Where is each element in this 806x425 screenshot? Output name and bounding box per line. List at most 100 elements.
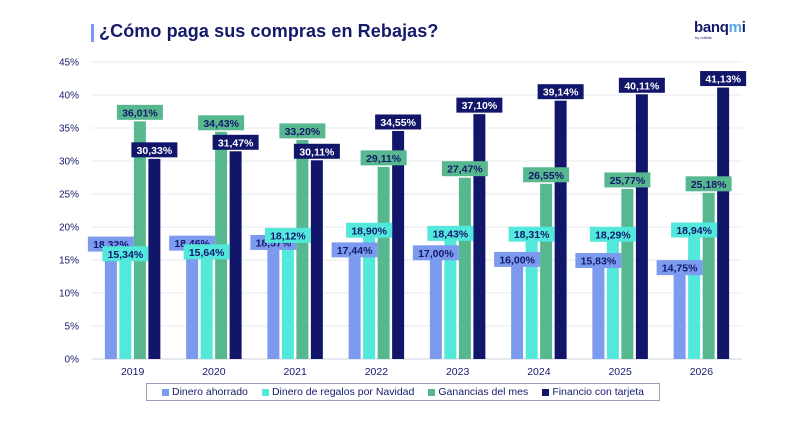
data-label-box [183,244,230,260]
data-label: 40,11% [618,77,665,93]
brand-logo: banqmi by cofidis [694,19,746,40]
x-axis: 2019 2020 2021 2022 2023 2024 2025 2026 [121,366,713,378]
data-label-box [331,242,378,258]
data-label-box [264,227,311,243]
data-label-box [575,253,622,269]
chart-title: ¿Cómo paga sus compras en Rebajas? [99,21,439,41]
legend-label: Dinero de regalos por Navidad [271,386,415,398]
y-tick-label: 25% [59,190,79,201]
logo-subtext: by cofidis [695,35,712,40]
data-label-text: 25,77% [610,175,646,187]
bar [525,238,538,359]
data-label-box [212,134,259,150]
data-label: 30,11% [293,143,340,159]
data-label-box [700,71,747,87]
x-tick-label: 2019 [121,366,145,378]
y-axis: 0% 5% 10% 15% 20% 25% 30% 35% 40% 45% [59,58,79,366]
bar [348,243,361,359]
legend-swatch [261,388,269,396]
data-label-text: 18,31% [514,229,550,241]
data-label-box [494,251,541,267]
data-label: 14,75% [656,260,703,276]
y-tick-label: 10% [59,289,79,300]
y-tick-label: 0% [65,355,80,366]
data-label-text: 39,14% [543,87,579,99]
x-tick-label: 2020 [202,366,226,378]
data-label-box [604,172,651,188]
data-label-text: 40,11% [624,80,660,92]
data-label-box [656,260,703,276]
data-label: 18,12% [264,227,311,243]
bar [392,130,405,359]
data-label-text: 15,83% [581,256,617,268]
data-label: 33,20% [279,123,326,139]
data-label-text: 16,00% [499,254,535,266]
logo-wordmark: banqmi [694,19,746,36]
bar [635,94,648,360]
data-label: 29,11% [360,150,407,166]
bar [148,158,161,359]
data-label: 18,31% [508,226,555,242]
data-label-box [412,245,459,261]
data-label-box [456,97,503,113]
data-label: 37,10% [456,97,503,113]
data-label-box [589,226,636,242]
data-label-text: 17,44% [337,245,373,257]
data-label-box [508,226,555,242]
data-label-text: 34,43% [203,118,239,130]
data-label-text: 29,11% [366,153,402,165]
data-label-box [523,167,570,183]
legend-swatch [542,388,550,396]
bar [673,261,686,359]
data-label: 17,44% [331,242,378,258]
x-tick-label: 2021 [283,366,307,378]
data-label-text: 41,13% [705,74,741,86]
bar [444,237,457,359]
data-label-text: 33,20% [285,126,321,138]
data-label-text: 18,29% [595,229,631,241]
bar [133,121,146,359]
x-tick-label: 2025 [608,366,632,378]
legend-swatch [162,388,170,396]
data-label-box [360,150,407,166]
bar [310,160,323,359]
data-label-text: 18,43% [433,228,469,240]
data-label: 18,29% [589,226,636,242]
data-label: 31,47% [212,134,259,150]
bar [429,246,442,359]
bar [377,166,390,359]
bar [104,238,117,359]
bar [267,236,280,359]
data-label-text: 17,00% [418,248,454,260]
data-label-box [131,142,178,158]
data-label-box [102,246,149,262]
bar [458,177,471,359]
data-label-box [427,225,474,241]
data-label-text: 37,10% [462,100,498,112]
y-tick-label: 45% [59,58,79,69]
bar [296,139,309,359]
bar [473,114,486,359]
bar [363,234,376,359]
data-label: 36,01% [116,104,163,120]
legend-label: Dinero ahorrado [172,386,248,398]
data-label: 34,43% [198,115,245,131]
data-label: 15,83% [575,253,622,269]
data-label: 39,14% [537,84,584,100]
bar [511,253,524,359]
legend-label: Financio con tarjeta [552,386,644,398]
data-label-box [346,222,393,238]
data-label: 18,90% [346,222,393,238]
data-label: 17,00% [412,245,459,261]
data-label: 34,55% [375,114,422,130]
data-label: 18,43% [427,225,474,241]
data-label-text: 25,18% [691,179,727,191]
y-tick-label: 30% [59,157,79,168]
data-label-box [685,176,732,192]
bar [540,183,553,359]
data-labels: 18,32%15,34%36,01%30,33%18,46%15,64%34,4… [87,71,747,276]
title-accent-bar [91,24,94,42]
data-label-text: 34,55% [380,117,416,129]
bar [554,100,567,360]
